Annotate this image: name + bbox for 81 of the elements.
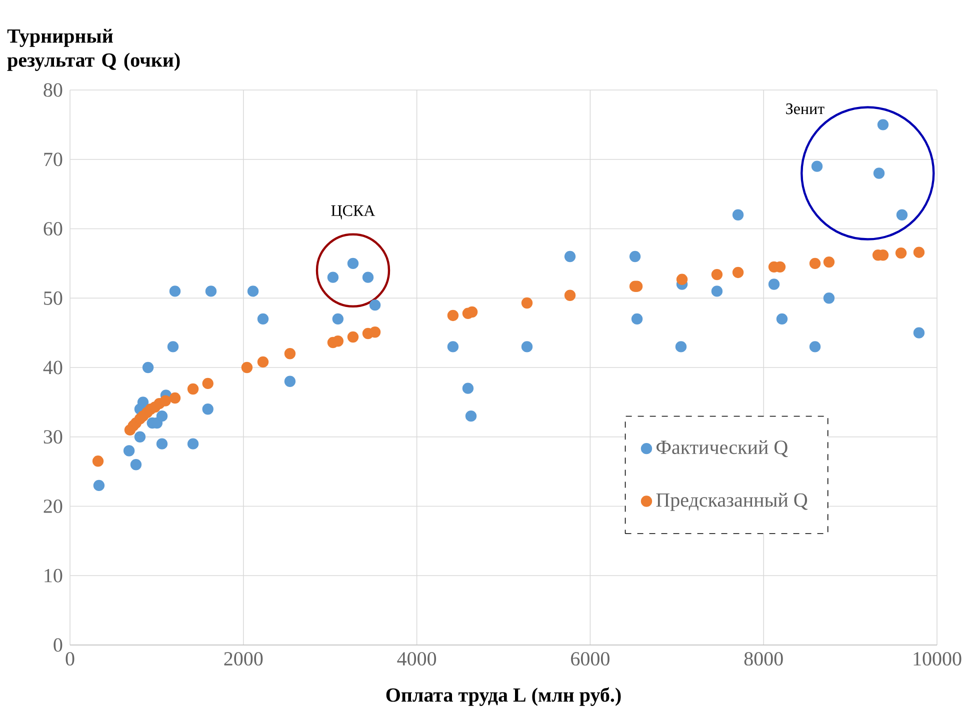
point	[873, 168, 885, 179]
point	[205, 286, 217, 297]
point	[895, 247, 907, 259]
y-tick-label: 10	[44, 568, 62, 582]
point	[362, 272, 374, 283]
point	[732, 209, 744, 220]
point	[130, 459, 142, 470]
annotation: ЦСКА	[331, 205, 376, 220]
point	[823, 256, 835, 268]
point	[169, 286, 181, 297]
y-tick-label: 70	[44, 152, 62, 166]
point	[202, 404, 214, 415]
x-tick-label: 0	[66, 652, 74, 666]
point	[327, 272, 339, 283]
point	[447, 341, 459, 352]
point	[142, 362, 154, 374]
point	[768, 278, 780, 290]
point	[369, 326, 381, 338]
point	[369, 299, 381, 311]
point	[167, 341, 179, 352]
point	[123, 445, 135, 456]
point	[169, 392, 181, 404]
point	[809, 258, 821, 270]
y-tick-label: 0	[54, 638, 62, 652]
point	[247, 286, 259, 297]
point	[564, 250, 576, 262]
point	[465, 410, 477, 422]
x-axis-title: Оплата труда L (млн руб.)	[386, 687, 621, 706]
point	[896, 209, 908, 220]
point	[564, 290, 576, 301]
point	[332, 313, 344, 325]
y-axis-title: Турнирный результат Q (очки)	[7, 28, 180, 71]
point	[257, 356, 269, 368]
point	[160, 395, 171, 406]
legend-label: Фактический Q	[656, 440, 788, 458]
point	[187, 438, 199, 450]
point	[711, 268, 723, 280]
y-tick-label: 30	[44, 430, 62, 444]
y-tick-label: 40	[43, 360, 62, 374]
point	[241, 362, 253, 374]
annotation: Зенит	[786, 103, 824, 114]
point	[92, 456, 104, 467]
point	[521, 297, 533, 309]
point	[156, 438, 168, 450]
point	[347, 258, 359, 270]
point	[521, 341, 533, 352]
point	[447, 310, 459, 322]
point	[187, 383, 199, 395]
point	[631, 313, 643, 325]
x-tick-label: 2000	[224, 652, 263, 666]
point	[202, 378, 214, 390]
point	[776, 313, 788, 325]
x-tick-label: 6000	[571, 652, 610, 666]
point	[137, 396, 149, 408]
y-tick-label: 60	[44, 222, 62, 236]
point	[93, 480, 105, 492]
point	[823, 292, 835, 304]
point	[284, 348, 296, 360]
point	[462, 382, 474, 394]
point	[809, 341, 821, 352]
y-tick-label: 50	[44, 291, 62, 305]
y-tick-label: 80	[44, 83, 62, 97]
x-tick-label: 10000	[914, 652, 962, 666]
x-tick-label: 4000	[397, 652, 436, 666]
point	[732, 266, 744, 278]
point	[629, 250, 641, 262]
point	[811, 160, 823, 172]
point	[711, 286, 723, 297]
y-tick-label: 20	[44, 500, 62, 513]
point	[676, 274, 688, 285]
point	[257, 313, 269, 325]
point	[134, 431, 146, 442]
point	[347, 331, 359, 343]
point	[913, 327, 925, 338]
point	[877, 119, 889, 130]
legend-label: Предсказанный Q	[656, 492, 808, 511]
point	[675, 341, 687, 352]
point	[284, 376, 296, 387]
point	[156, 410, 168, 422]
point	[913, 246, 925, 258]
x-tick-label: 8000	[744, 652, 783, 666]
